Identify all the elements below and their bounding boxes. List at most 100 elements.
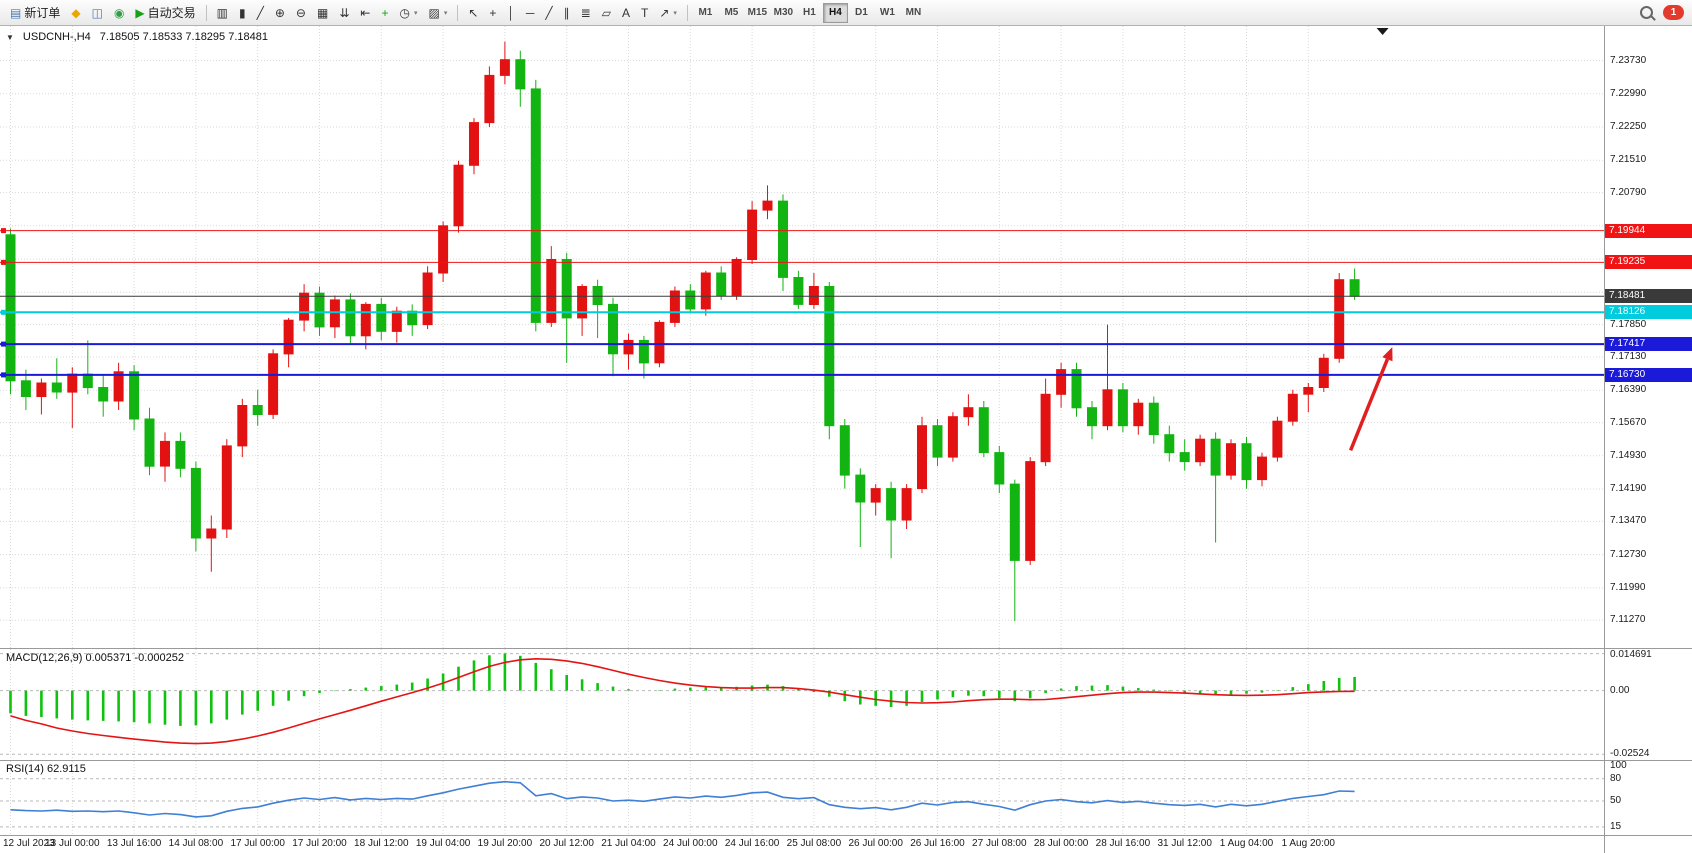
tile-windows-button[interactable]: ▦	[312, 2, 333, 24]
candle	[329, 299, 340, 328]
shapes-button[interactable]: ▱	[597, 2, 616, 24]
text-button[interactable]: A	[617, 2, 635, 24]
fibonacci-button[interactable]: ≣	[576, 2, 596, 24]
candle	[314, 292, 325, 328]
candle	[438, 225, 449, 274]
zoom-out-button[interactable]: ⊖	[291, 2, 311, 24]
chart-shift-marker[interactable]	[1376, 28, 1389, 35]
indicators-button[interactable]: +	[376, 2, 393, 24]
candle	[1318, 357, 1329, 388]
search-icon[interactable]	[1640, 6, 1653, 19]
cyan-level-line-handle[interactable]	[1, 309, 6, 315]
candle	[638, 339, 649, 364]
candle	[376, 303, 387, 332]
shapes-icon: ▱	[601, 5, 611, 20]
cursor-icon: ↖	[468, 5, 479, 20]
candle	[901, 488, 912, 521]
price-scale-label: 7.13470	[1610, 515, 1647, 527]
price-scale-label: 7.20790	[1610, 186, 1647, 198]
candle	[1148, 402, 1159, 436]
candle	[1071, 369, 1082, 409]
support-icon-button[interactable]: ◉	[109, 2, 129, 24]
support-line-2-handle[interactable]	[1, 372, 6, 378]
candlestick-chart-icon: ▮	[239, 5, 246, 20]
candle	[237, 405, 248, 447]
candle	[82, 373, 93, 389]
time-axis-label: 20 Jul 12:00	[539, 838, 594, 849]
grid	[0, 649, 1604, 760]
line-chart-button[interactable]: ╱	[252, 2, 269, 24]
rsi-panel-chart[interactable]	[0, 761, 1604, 835]
candles	[5, 41, 1360, 622]
auto-scroll-icon: ⇊	[339, 5, 350, 20]
scale-separator	[1604, 26, 1605, 853]
autotrading-button[interactable]: ▶ 自动交易	[130, 2, 200, 24]
trendline-button[interactable]: ╱	[540, 2, 557, 24]
label-button[interactable]: T	[636, 2, 653, 24]
panel-separator-macd[interactable]	[0, 648, 1692, 649]
timeframe-button-m5[interactable]: M5	[724, 7, 739, 18]
candle	[67, 373, 78, 393]
new-order-button[interactable]: ▤ 新订单	[5, 2, 65, 24]
vertical-line-icon: │	[507, 5, 515, 20]
timeframe-button-m1[interactable]: M1	[698, 7, 713, 18]
candlestick-chart-button[interactable]: ▮	[234, 2, 251, 24]
timeframe-button-w1[interactable]: W1	[879, 7, 895, 18]
chevron-down-icon: ▾	[413, 9, 418, 17]
price-scale-label: 7.14190	[1610, 483, 1647, 494]
macd-panel-chart[interactable]	[0, 649, 1604, 760]
timeframe-button-h1[interactable]: H1	[802, 7, 816, 18]
candle	[886, 488, 897, 521]
candle	[778, 200, 788, 278]
candle	[160, 440, 170, 467]
templates-icon: ▨	[428, 5, 440, 20]
profile-icon-button[interactable]: ◫	[87, 2, 108, 24]
candle	[1117, 389, 1128, 427]
timeframe-button-h4[interactable]: H4	[822, 2, 848, 23]
macd-signal-line	[10, 657, 1355, 745]
line-chart-icon: ╱	[256, 5, 264, 20]
candle	[808, 286, 819, 305]
support-line-1-handle[interactable]	[1, 341, 6, 347]
axis-separator	[0, 835, 1692, 836]
candle	[1241, 443, 1252, 481]
templates-button[interactable]: ▨ ▾	[423, 2, 452, 24]
one-click-trading-toggle[interactable]: ▼	[6, 32, 14, 42]
candle	[1056, 369, 1067, 395]
zoom-out-icon: ⊖	[295, 5, 306, 20]
vertical-line-button[interactable]: │	[502, 2, 520, 24]
resistance-line-2-handle[interactable]	[1, 259, 6, 265]
main-chart[interactable]	[0, 26, 1604, 648]
toolbar-separator	[457, 4, 459, 21]
candle	[716, 272, 727, 296]
time-axis-label: 12 Jul 2023	[3, 838, 55, 849]
arrows-button[interactable]: ↗ ▾	[654, 2, 682, 24]
time-axis-label: 26 Jul 00:00	[848, 838, 903, 849]
zoom-in-button[interactable]: ⊕	[270, 2, 290, 24]
notification-badge[interactable]: 1	[1663, 5, 1684, 20]
chart-shift-button[interactable]: ⇤	[355, 2, 375, 24]
crosshair-button[interactable]: +	[484, 2, 501, 24]
candle	[978, 407, 989, 454]
timeframe-button-m30[interactable]: M30	[773, 7, 794, 18]
toolbar-separator	[686, 4, 688, 21]
candle	[793, 277, 804, 305]
time-axis-label: 26 Jul 16:00	[910, 838, 965, 849]
bar-chart-button[interactable]: ▥	[212, 2, 233, 24]
timeframe-button-d1[interactable]: D1	[854, 7, 868, 18]
cursor-button[interactable]: ↖	[463, 2, 483, 24]
time-axis-label: 13 Jul 16:00	[106, 838, 162, 849]
arrow-annotation[interactable]	[1348, 347, 1393, 452]
candle	[731, 259, 742, 296]
periods-button[interactable]: ◷ ▾	[394, 2, 422, 24]
auto-scroll-button[interactable]: ⇊	[334, 2, 354, 24]
chart-shift-icon: ⇤	[360, 5, 371, 20]
timeframe-button-mn[interactable]: MN	[905, 7, 922, 18]
candle	[700, 272, 711, 310]
metaquotes-icon-button[interactable]: ◆	[66, 2, 85, 24]
resistance-line-1-handle[interactable]	[1, 228, 6, 234]
timeframe-button-m15[interactable]: M15	[747, 7, 768, 18]
horizontal-line-button[interactable]: ─	[521, 2, 540, 24]
channel-button[interactable]: ∥	[559, 2, 575, 24]
panel-separator-rsi[interactable]	[0, 760, 1692, 761]
